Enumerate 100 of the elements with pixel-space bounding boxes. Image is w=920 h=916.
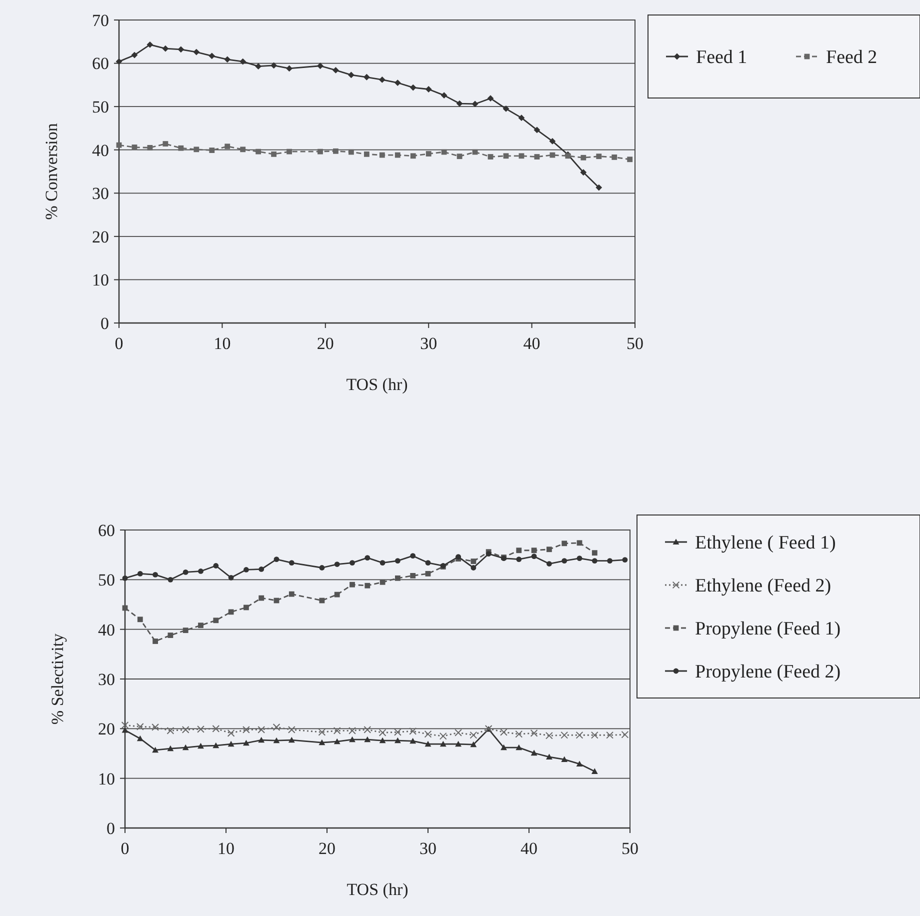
point: [224, 56, 231, 63]
point: [152, 638, 158, 644]
point: [288, 726, 296, 734]
y-tick-label: 70: [92, 10, 109, 30]
point: [256, 148, 262, 154]
point: [560, 731, 568, 739]
point: [607, 558, 612, 564]
x-tick-label: 0: [120, 839, 130, 858]
point: [410, 84, 416, 91]
point: [500, 744, 507, 750]
point: [592, 558, 598, 564]
point: [286, 65, 292, 72]
point: [380, 579, 386, 585]
point: [213, 618, 219, 624]
point: [622, 557, 628, 562]
point: [349, 736, 356, 742]
point: [590, 731, 598, 739]
point: [258, 595, 264, 601]
point: [244, 567, 249, 572]
point: [209, 148, 215, 153]
y-tick-label: 30: [92, 184, 109, 204]
point: [561, 756, 568, 762]
y-tick-label: 30: [98, 670, 115, 689]
point: [576, 731, 584, 739]
point: [576, 556, 582, 562]
x-tick-label: 10: [214, 334, 231, 353]
point: [318, 728, 326, 736]
point: [213, 563, 219, 568]
point: [441, 149, 447, 155]
x-tick-label: 40: [523, 334, 540, 353]
point: [363, 74, 370, 80]
point: [244, 604, 249, 610]
y-tick-label: 60: [92, 54, 109, 74]
point: [258, 566, 264, 572]
point: [152, 746, 158, 753]
x-tick-label: 50: [622, 839, 638, 858]
point: [227, 729, 235, 737]
point: [288, 736, 295, 743]
y-tick-label: 20: [98, 720, 115, 739]
point: [439, 732, 447, 740]
y-tick-label: 50: [98, 570, 115, 590]
point: [546, 754, 552, 760]
point: [580, 154, 586, 160]
point: [534, 126, 540, 134]
point: [318, 739, 326, 746]
x-tick-label: 30: [420, 839, 436, 858]
y-tick-label: 60: [98, 520, 115, 540]
point: [378, 76, 386, 83]
point: [333, 726, 341, 734]
point: [240, 146, 246, 152]
point: [288, 560, 294, 566]
point: [364, 726, 372, 734]
point: [273, 737, 280, 744]
x-tick-label: 10: [218, 839, 234, 858]
point: [258, 726, 266, 734]
point: [580, 169, 587, 176]
point: [228, 740, 234, 747]
point: [334, 738, 340, 744]
point: [503, 153, 509, 159]
point: [334, 592, 340, 598]
point: [272, 723, 280, 731]
y-tick-label: 10: [98, 769, 115, 788]
point: [470, 731, 478, 739]
point: [546, 546, 552, 552]
point: [487, 95, 494, 102]
point: [319, 565, 325, 570]
point: [596, 184, 602, 191]
point: [317, 62, 324, 70]
point: [350, 582, 355, 588]
legend-label: Propylene (Feed 2): [695, 662, 841, 683]
point: [455, 740, 462, 747]
x-tick-label: 20: [318, 839, 336, 858]
point: [516, 548, 522, 554]
point: [378, 728, 386, 736]
point: [243, 740, 250, 746]
point: [332, 67, 339, 74]
point: [255, 63, 262, 70]
point: [193, 48, 200, 56]
point: [549, 138, 556, 144]
point: [531, 548, 537, 554]
point: [168, 632, 174, 638]
point: [440, 740, 446, 747]
x-tick-label: 20: [316, 334, 334, 353]
y-tick-label: 40: [98, 620, 115, 640]
point: [627, 156, 633, 162]
point: [410, 572, 416, 578]
legend-label: Ethylene ( Feed 1): [695, 532, 836, 554]
x-axis-title: TOS (hr): [346, 375, 408, 394]
point: [530, 729, 538, 737]
point: [318, 148, 323, 154]
point: [224, 144, 230, 150]
point: [562, 558, 568, 564]
point: [394, 80, 401, 86]
point: [621, 730, 629, 738]
point: [576, 540, 582, 546]
point: [122, 575, 128, 581]
point: [182, 744, 189, 750]
point: [178, 46, 184, 53]
y-tick-label: 50: [92, 98, 109, 117]
point: [425, 560, 431, 566]
